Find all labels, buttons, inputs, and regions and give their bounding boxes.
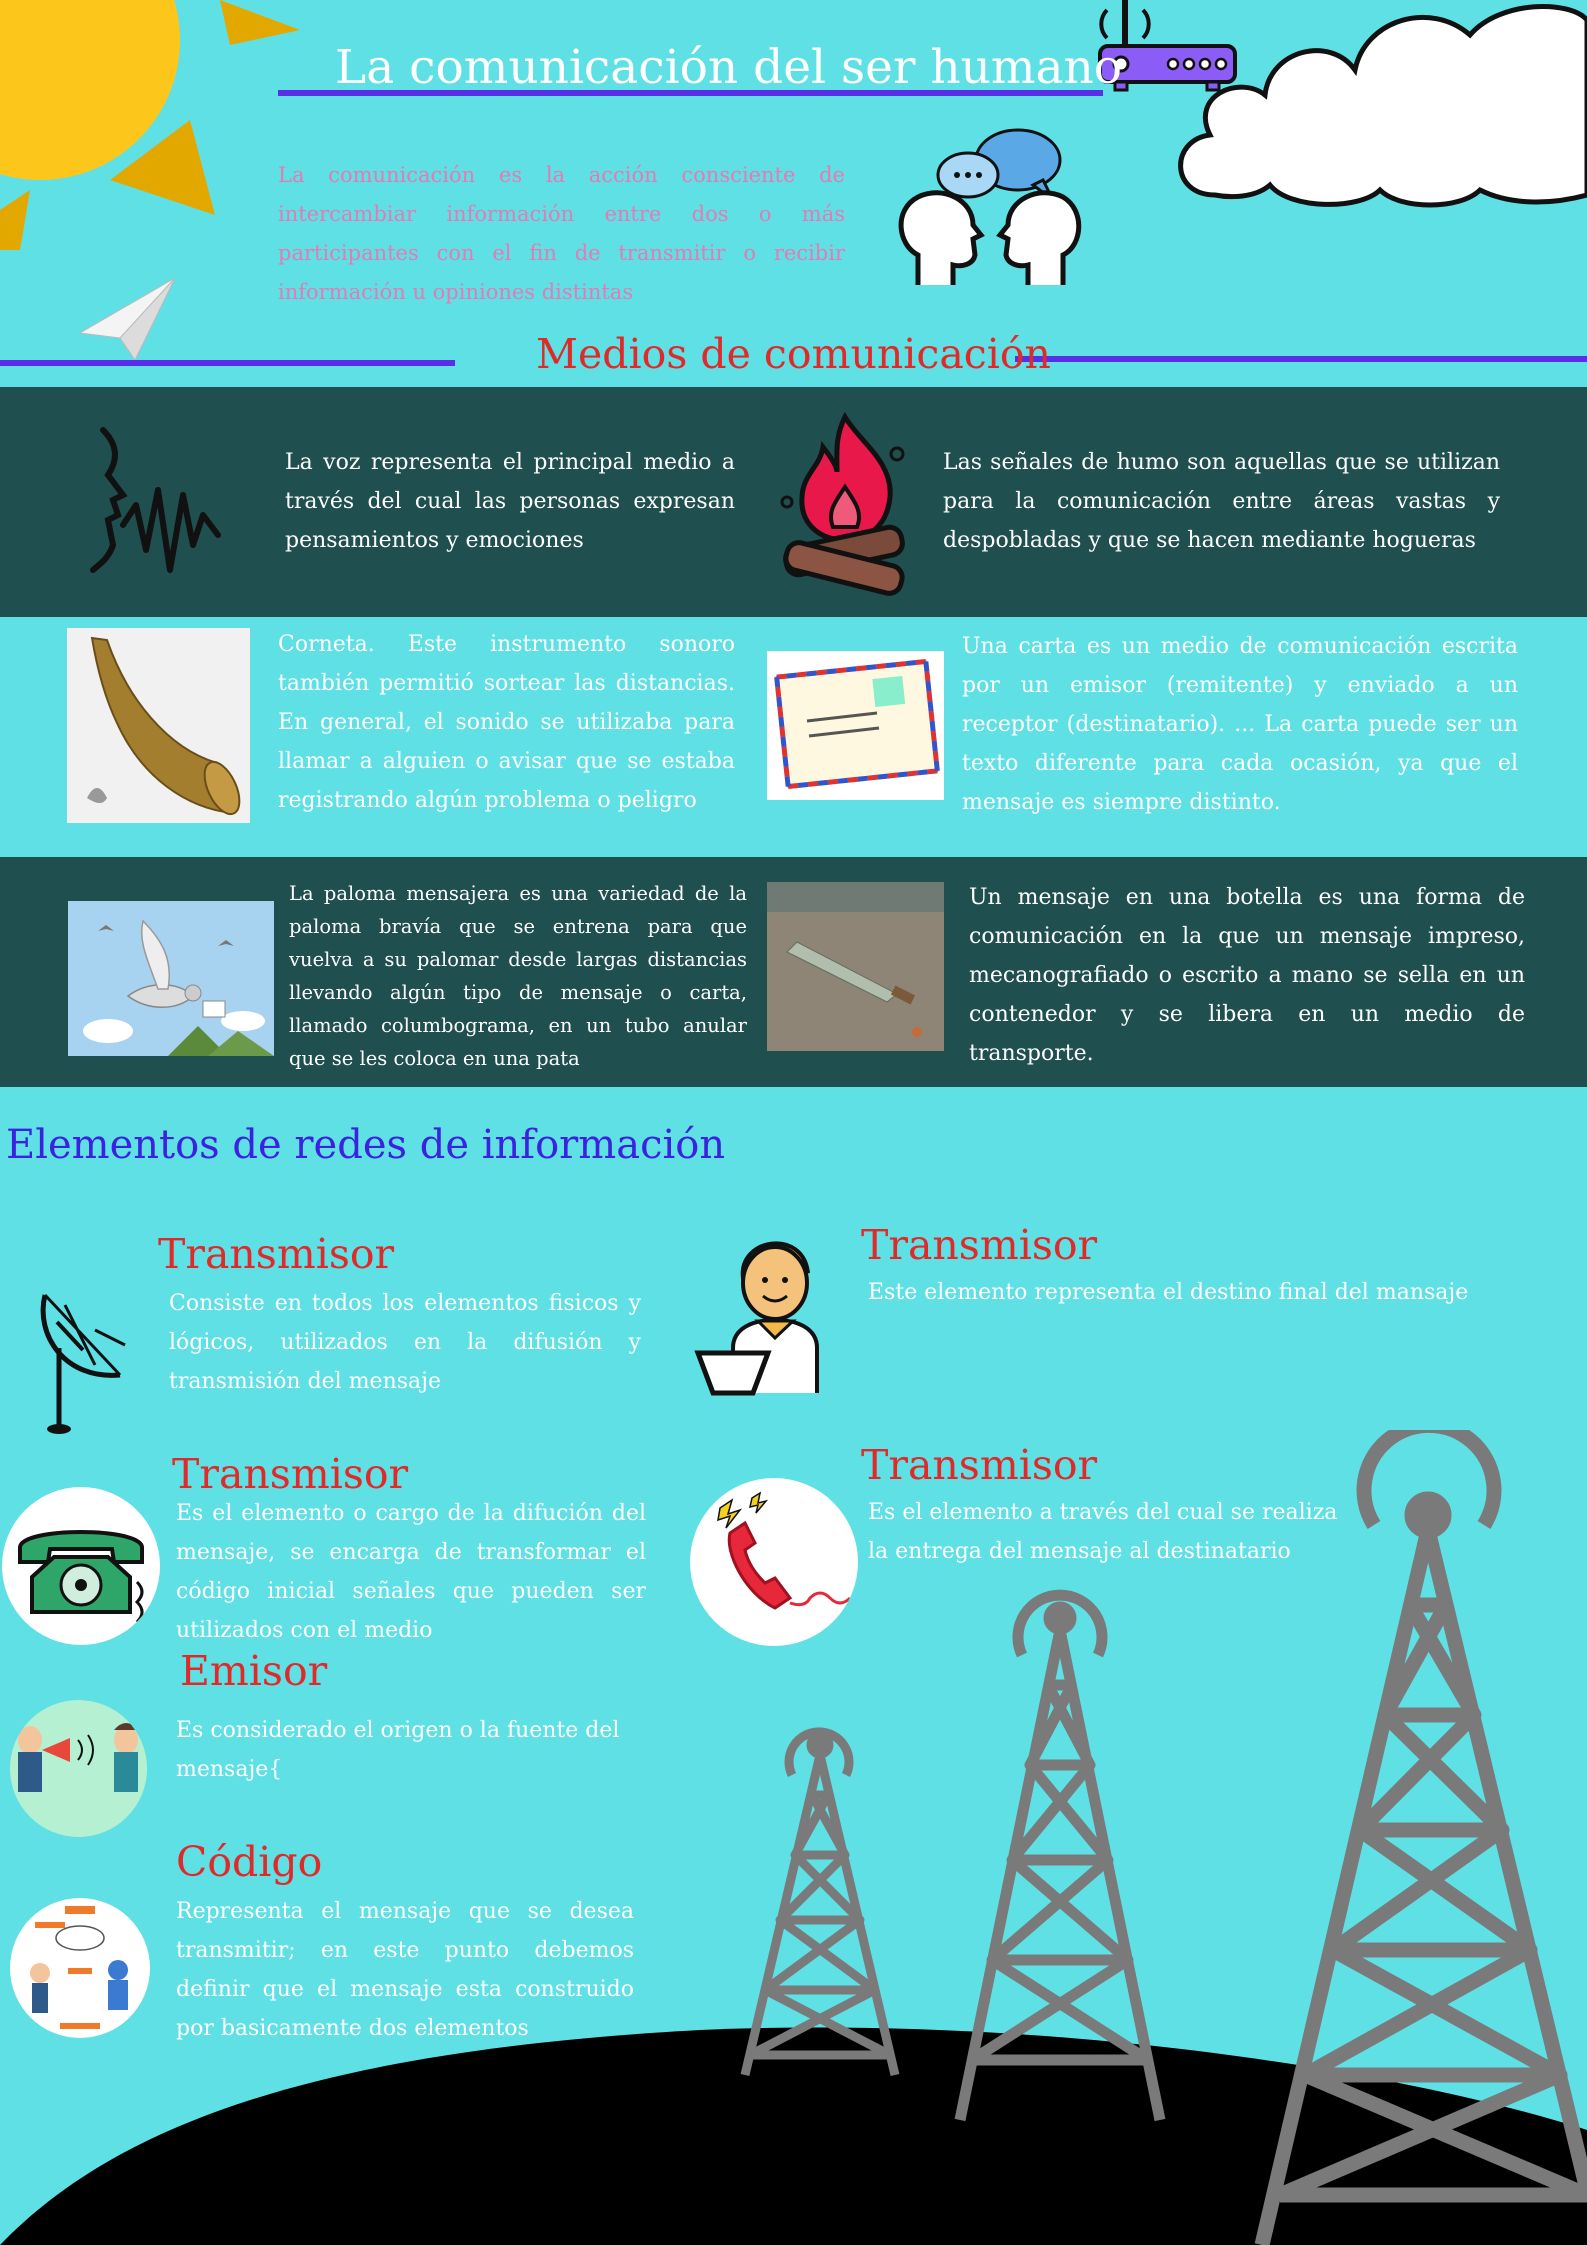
- medio-voz-text: La voz representa el principal medio a t…: [285, 450, 735, 553]
- two-heads-talking-icon: [898, 128, 1082, 285]
- code-diagram-icon: [10, 1898, 150, 2038]
- intro-paragraph: La comunicación es la acción consciente …: [278, 163, 845, 304]
- elem-text-5: Representa el mensaje que se desea trans…: [176, 1899, 634, 2041]
- radio-tower-large-icon: [1254, 1430, 1587, 2245]
- megaphone-people-icon: [10, 1700, 147, 1837]
- campfire-icon: [780, 412, 905, 596]
- elem-text-3: Es el elemento a través del cual se real…: [868, 1500, 1338, 1564]
- person-receiver-icon: [694, 1241, 819, 1396]
- router-icon: [1098, 0, 1237, 92]
- elem-title-2: Transmisor: [172, 1450, 409, 1498]
- elementos-heading: Elementos de redes de información: [6, 1122, 726, 1168]
- title-underline: [278, 90, 1103, 96]
- elem-title-4: Emisor: [180, 1647, 328, 1695]
- page-title: La comunicación del ser humano: [335, 40, 1123, 95]
- elem-title-3: Transmisor: [861, 1441, 1098, 1489]
- voice-wave-icon: [90, 427, 221, 573]
- telephone-icon: [2, 1487, 160, 1645]
- bottle-message-image: [767, 882, 944, 1051]
- medios-heading: Medios de comunicación: [536, 330, 1051, 378]
- red-phone-icon: [690, 1478, 858, 1646]
- elem-text-1: Este elemento representa el destino fina…: [868, 1280, 1469, 1305]
- medio-paloma-text: La paloma mensajera es una variedad de l…: [289, 882, 747, 1070]
- elem-text-2: Es el elemento o cargo de la difución de…: [176, 1501, 646, 1643]
- elem-title-1: Transmisor: [861, 1221, 1098, 1269]
- hill-and-towers-illustration: [0, 1430, 1587, 2245]
- medio-humo-text: Las señales de humo son aquellas que se …: [943, 450, 1500, 553]
- paper-plane-icon: [80, 278, 176, 360]
- satellite-dish-icon: [40, 1293, 126, 1434]
- elem-title-0: Transmisor: [158, 1230, 395, 1278]
- divider-right: [1015, 356, 1587, 362]
- radio-tower-small-icon: [740, 1727, 900, 2077]
- elem-text-0: Consiste en todos los elementos fisicos …: [169, 1291, 641, 1394]
- divider-left: [0, 360, 455, 366]
- medio-botella-text: Un mensaje en una botella es una forma d…: [969, 885, 1525, 1066]
- sun-icon: [0, 0, 300, 250]
- pigeon-image: [68, 901, 274, 1056]
- elem-text-4: Es considerado el origen o la fuente del…: [176, 1718, 620, 1782]
- horn-image: [67, 628, 250, 823]
- elem-title-5: Código: [176, 1838, 323, 1886]
- letter-envelope-image: [767, 651, 944, 800]
- medio-carta-text: Una carta es un medio de comunicación es…: [962, 634, 1518, 815]
- medio-corneta-text: Corneta. Este instrumento sonoro también…: [278, 632, 735, 813]
- cloud-icon: [1178, 4, 1587, 208]
- radio-tower-medium-icon: [954, 1589, 1166, 2122]
